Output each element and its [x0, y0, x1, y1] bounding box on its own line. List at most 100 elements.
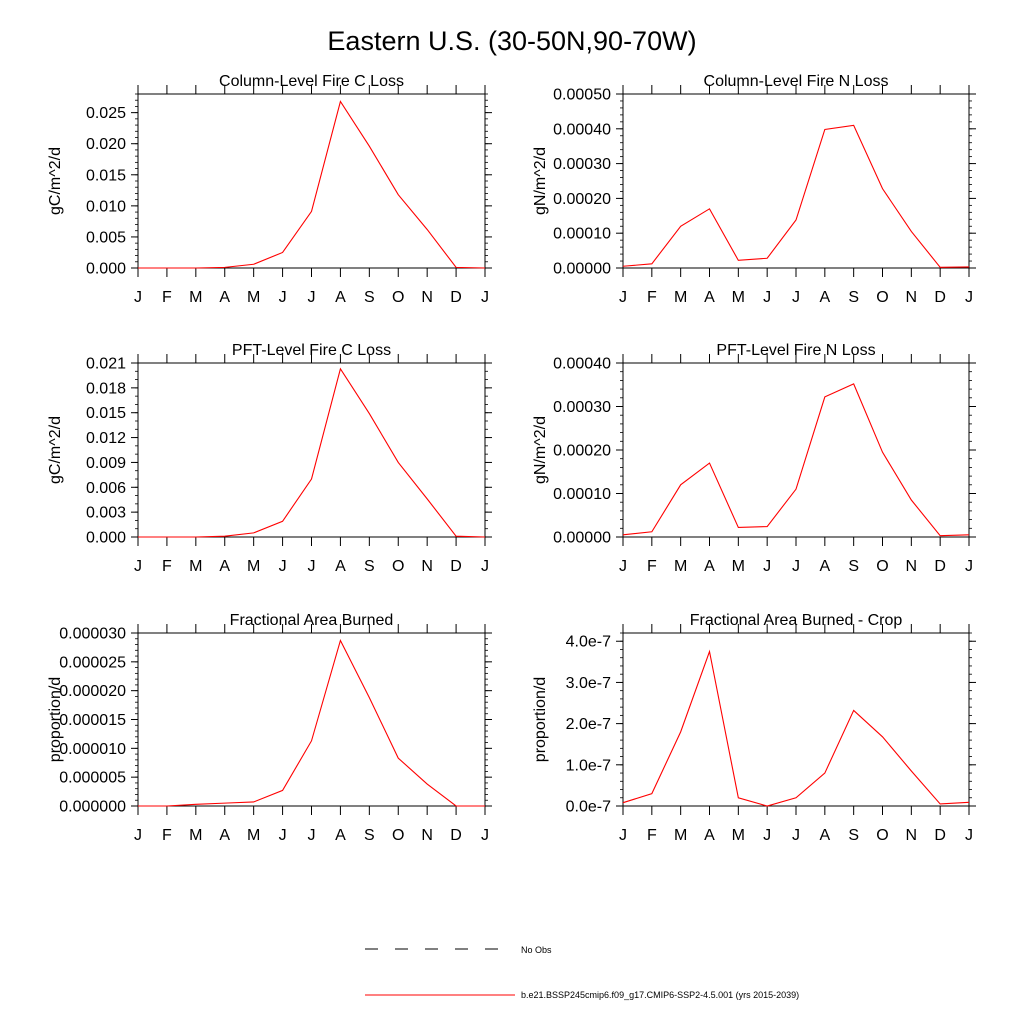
- x-tick-label: J: [308, 827, 316, 844]
- x-tick-label: J: [792, 558, 800, 575]
- chart-title: PFT-Level Fire N Loss: [716, 342, 875, 359]
- y-tick-label: 0.000010: [59, 741, 126, 758]
- y-tick-label: 0.000030: [59, 626, 126, 643]
- x-tick-label: O: [876, 827, 888, 844]
- y-tick-label: 0.000005: [59, 770, 126, 787]
- x-tick-label: J: [763, 289, 771, 306]
- x-tick-label: J: [763, 827, 771, 844]
- y-tick-label: 0.00030: [553, 156, 611, 173]
- y-tick-label: 0.0e-7: [566, 799, 611, 816]
- x-tick-label: D: [450, 289, 462, 306]
- x-tick-label: N: [906, 827, 918, 844]
- x-tick-label: N: [906, 289, 918, 306]
- y-tick-label: 2.0e-7: [566, 716, 611, 733]
- series-line: [138, 100, 486, 269]
- y-tick-label: 0.00020: [553, 191, 611, 208]
- x-tick-label: M: [732, 827, 745, 844]
- y-tick-label: 0.020: [86, 136, 126, 153]
- x-tick-label: A: [704, 827, 715, 844]
- x-tick-label: S: [848, 289, 859, 306]
- y-tick-label: 0.015: [86, 167, 126, 184]
- figure-title: Eastern U.S. (30-50N,90-70W): [327, 26, 696, 56]
- x-tick-label: M: [189, 558, 202, 575]
- plot-frame: [137, 362, 486, 538]
- chart-title: Fractional Area Burned - Crop: [690, 612, 903, 629]
- plot-frame: [622, 632, 970, 807]
- x-tick-label: J: [792, 289, 800, 306]
- y-tick-label: 0.00050: [553, 87, 611, 104]
- y-axis-label: proportion/d: [47, 677, 64, 762]
- y-tick-label: 0.000020: [59, 683, 126, 700]
- x-tick-label: A: [219, 827, 230, 844]
- x-tick-label: M: [674, 289, 687, 306]
- y-tick-label: 0.003: [86, 505, 126, 522]
- y-tick-label: 1.0e-7: [566, 757, 611, 774]
- x-tick-label: A: [704, 289, 715, 306]
- chart-title: Fractional Area Burned: [230, 612, 394, 629]
- x-tick-label: D: [934, 289, 946, 306]
- x-tick-label: O: [876, 289, 888, 306]
- series-line: [622, 124, 970, 268]
- plot-frame: [622, 93, 970, 269]
- legend-obs-label: No Obs: [521, 945, 552, 955]
- x-tick-label: J: [965, 558, 973, 575]
- x-tick-label: J: [279, 558, 287, 575]
- y-tick-label: 0.00000: [553, 261, 611, 278]
- y-tick-label: 0.00040: [553, 121, 611, 138]
- legend: No Obs b.e21.BSSP245cmip6.f09_g17.CMIP6-…: [365, 945, 799, 1000]
- series-line: [138, 639, 485, 807]
- y-tick-label: 0.015: [86, 405, 126, 422]
- y-tick-label: 0.006: [86, 480, 126, 497]
- plot-frame: [137, 93, 486, 269]
- x-tick-label: O: [392, 558, 404, 575]
- x-tick-label: M: [674, 558, 687, 575]
- x-tick-label: F: [647, 827, 657, 844]
- y-tick-label: 4.0e-7: [566, 634, 611, 651]
- y-axis-label: gC/m^2/d: [47, 147, 64, 215]
- x-tick-label: D: [934, 827, 946, 844]
- y-tick-label: 0.000: [86, 261, 126, 278]
- x-tick-label: J: [134, 289, 142, 306]
- x-tick-label: M: [732, 558, 745, 575]
- x-tick-label: J: [481, 289, 489, 306]
- x-tick-label: F: [162, 289, 172, 306]
- chart-panel-4: PFT-Level Fire N Loss gN/m^2/d 0.00000 0.00…: [532, 342, 976, 575]
- chart-title: Column-Level Fire N Loss: [704, 73, 889, 90]
- x-tick-label: J: [965, 289, 973, 306]
- chart-panel-3: PFT-Level Fire C Loss gC/m^2/d 0.000 0.003 0…: [47, 342, 492, 575]
- x-tick-label: F: [162, 827, 172, 844]
- x-tick-label: M: [189, 827, 202, 844]
- x-tick-label: M: [732, 289, 745, 306]
- x-tick-label: J: [134, 558, 142, 575]
- y-tick-label: 0.021: [86, 356, 126, 373]
- x-tick-label: M: [189, 289, 202, 306]
- x-tick-label: J: [792, 827, 800, 844]
- y-tick-label: 0.009: [86, 455, 126, 472]
- x-tick-label: J: [965, 827, 973, 844]
- x-tick-label: J: [481, 558, 489, 575]
- y-axis-label: gN/m^2/d: [532, 416, 549, 484]
- x-tick-label: O: [392, 289, 404, 306]
- y-axis-label: gN/m^2/d: [532, 147, 549, 215]
- x-tick-label: A: [819, 827, 830, 844]
- y-tick-label: 0.000: [86, 530, 126, 547]
- y-axis-label: proportion/d: [532, 677, 549, 762]
- y-tick-label: 0.000000: [59, 799, 126, 816]
- x-tick-label: M: [247, 827, 260, 844]
- x-tick-label: J: [279, 289, 287, 306]
- x-tick-label: D: [450, 827, 462, 844]
- x-tick-label: F: [162, 558, 172, 575]
- x-tick-label: A: [219, 558, 230, 575]
- x-tick-label: A: [704, 558, 715, 575]
- y-tick-label: 0.012: [86, 430, 126, 447]
- x-tick-label: A: [335, 827, 346, 844]
- x-tick-label: O: [876, 558, 888, 575]
- y-tick-label: 3.0e-7: [566, 675, 611, 692]
- x-tick-label: J: [134, 827, 142, 844]
- x-tick-label: F: [647, 558, 657, 575]
- series-line: [622, 383, 970, 537]
- plot-frame: [137, 632, 486, 807]
- y-tick-label: 0.018: [86, 380, 126, 397]
- y-tick-label: 0.005: [86, 229, 126, 246]
- y-tick-label: 0.000025: [59, 654, 126, 671]
